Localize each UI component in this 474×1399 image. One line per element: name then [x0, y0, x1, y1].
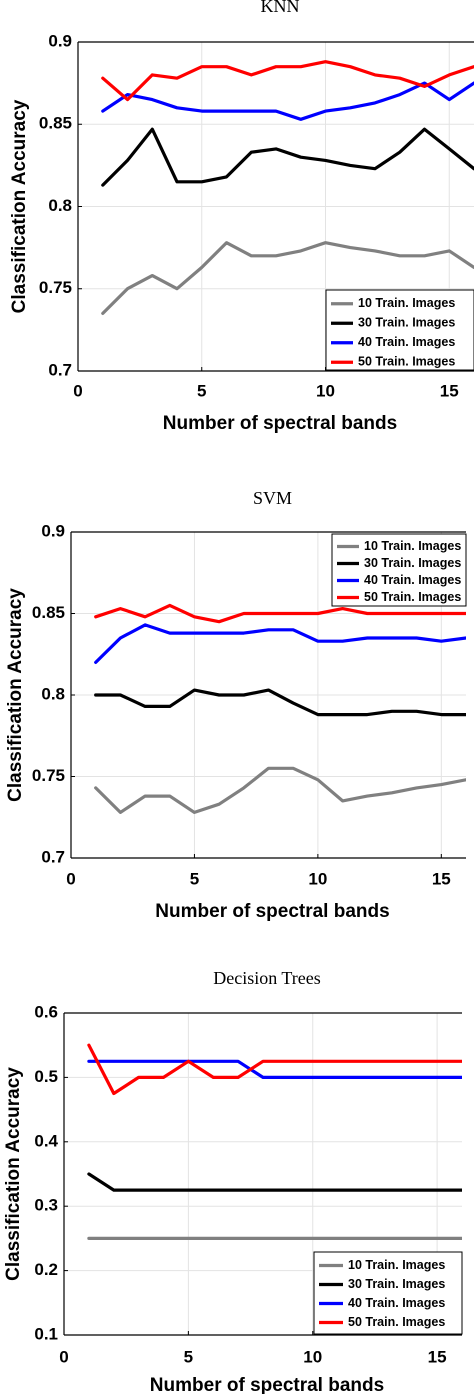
y-tick-label: 0.75	[32, 766, 65, 785]
legend-label: 10 Train. Images	[364, 539, 461, 553]
chart-2: SVM 0 5 10 15 0.7 0.75 0.8 0.85 0.9 Number of spec…	[5, 488, 467, 922]
x-tick-label: 10	[316, 381, 335, 400]
legend-label: 50 Train. Images	[348, 1315, 445, 1329]
series-line-30-train-images	[94, 688, 466, 717]
y-tick-label: 0.7	[48, 360, 72, 379]
x-axis-label: Number of spectral bands	[150, 1375, 384, 1394]
series-line-40-train-images	[87, 1059, 462, 1080]
x-tick-label: 15	[428, 1347, 447, 1366]
y-tick-label: 0.3	[34, 1196, 58, 1215]
y-tick-label: 0.85	[32, 603, 65, 622]
series-group	[94, 603, 466, 815]
x-axis-label: Number of spectral bands	[155, 901, 389, 922]
x-tick-label: 0	[66, 869, 75, 888]
x-tick-label: 15	[440, 381, 459, 400]
x-tick-label: 0	[59, 1347, 68, 1366]
chart-title: KNN	[261, 0, 300, 16]
legend: 10 Train. Images 30 Train. Images 40 Train…	[331, 533, 467, 607]
y-tick-label: 0.8	[48, 196, 72, 215]
legend: 10 Train. Images 30 Train. Images 40 Train…	[325, 289, 474, 371]
legend-label: 40 Train. Images	[348, 1296, 445, 1310]
series-line-30-train-images	[87, 1172, 462, 1192]
legend-label: 50 Train. Images	[364, 590, 461, 604]
legend-label: 10 Train. Images	[348, 1258, 445, 1272]
x-tick-label: 5	[184, 1347, 193, 1366]
series-line-10-train-images	[94, 766, 466, 815]
y-tick-label: 0.6	[34, 1002, 58, 1021]
y-axis-label: Classification Accuracy	[3, 1067, 24, 1281]
y-tick-label: 0.9	[41, 521, 65, 540]
series-group	[87, 1043, 462, 1241]
legend-label: 10 Train. Images	[358, 296, 455, 310]
chart-title: SVM	[253, 488, 292, 508]
y-axis-label: Classification Accuracy	[9, 99, 30, 313]
chart-3: Decision Trees 0 5 10 15 0.1 0.2 0.3 0.4 0.5 0.6 Nu…	[3, 968, 463, 1396]
legend: 10 Train. Images 30 Train. Images 40 Train…	[313, 1251, 463, 1335]
x-tick-label: 10	[303, 1347, 322, 1366]
x-tick-label: 5	[190, 869, 199, 888]
series-line-50-train-images	[94, 603, 466, 624]
chart-1: KNN 0 5 10 15 0.7 0.75 0.8 0.85 0.9 Number of spec…	[9, 0, 474, 434]
x-tick-label: 5	[197, 381, 206, 400]
legend-label: 40 Train. Images	[364, 573, 461, 587]
series-line-50-train-images	[101, 60, 474, 102]
y-tick-label: 0.5	[34, 1067, 58, 1086]
legend-label: 30 Train. Images	[364, 556, 461, 570]
x-tick-label: 15	[432, 869, 451, 888]
legend-label: 40 Train. Images	[358, 335, 455, 349]
y-tick-label: 0.7	[41, 847, 65, 866]
y-tick-label: 0.75	[39, 278, 72, 297]
y-tick-label: 0.9	[48, 31, 72, 50]
chart-title: Decision Trees	[213, 968, 321, 988]
series-line-10-train-images	[101, 241, 474, 315]
y-tick-label: 0.85	[39, 114, 72, 133]
series-line-50-train-images	[87, 1043, 462, 1096]
y-tick-label: 0.1	[34, 1324, 58, 1343]
series-line-40-train-images	[101, 81, 474, 121]
legend-label: 30 Train. Images	[358, 316, 455, 330]
series-line-40-train-images	[94, 623, 466, 665]
series-group	[101, 60, 474, 315]
y-tick-label: 0.8	[41, 684, 65, 703]
series-line-30-train-images	[101, 127, 474, 187]
x-axis-label: Number of spectral bands	[163, 413, 397, 434]
legend-label: 30 Train. Images	[348, 1277, 445, 1291]
x-tick-label: 10	[308, 869, 327, 888]
y-tick-label: 0.4	[34, 1131, 58, 1150]
y-tick-label: 0.2	[34, 1260, 58, 1279]
legend-label: 50 Train. Images	[358, 355, 455, 369]
x-tick-label: 0	[73, 381, 82, 400]
y-axis-label: Classification Accuracy	[5, 588, 26, 802]
